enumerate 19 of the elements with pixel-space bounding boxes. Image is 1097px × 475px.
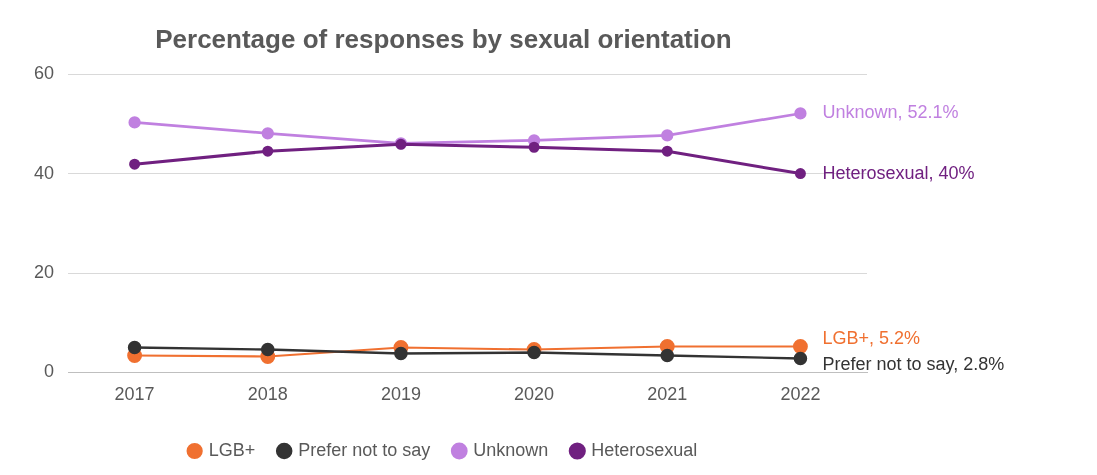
y-tick-label: 0 [44,361,55,382]
annotation: Prefer not to say, 2.8% [822,354,1005,375]
y-tick-label: 20 [33,261,55,282]
x-tick-label: 2017 [114,384,155,405]
x-tick-label: 2021 [647,384,688,405]
annotation: LGB+, 5.2% [822,328,920,349]
annotation: Heterosexual, 40% [822,162,975,183]
legend-label: LGB+ [208,439,256,460]
x-tick-label: 2019 [380,384,421,405]
legend-label: Unknown [473,439,549,460]
annotation: Unknown, 52.1% [822,102,959,123]
y-tick-label: 60 [33,63,55,84]
legend-label: Heterosexual [591,439,698,460]
legend-label: Prefer not to say [298,439,431,460]
x-tick-label: 2020 [514,384,555,405]
x-tick-label: 2018 [247,384,288,405]
y-tick-label: 40 [33,162,55,183]
chart-title: Percentage of responses by sexual orientation [155,23,732,54]
x-tick-label: 2022 [780,384,821,405]
